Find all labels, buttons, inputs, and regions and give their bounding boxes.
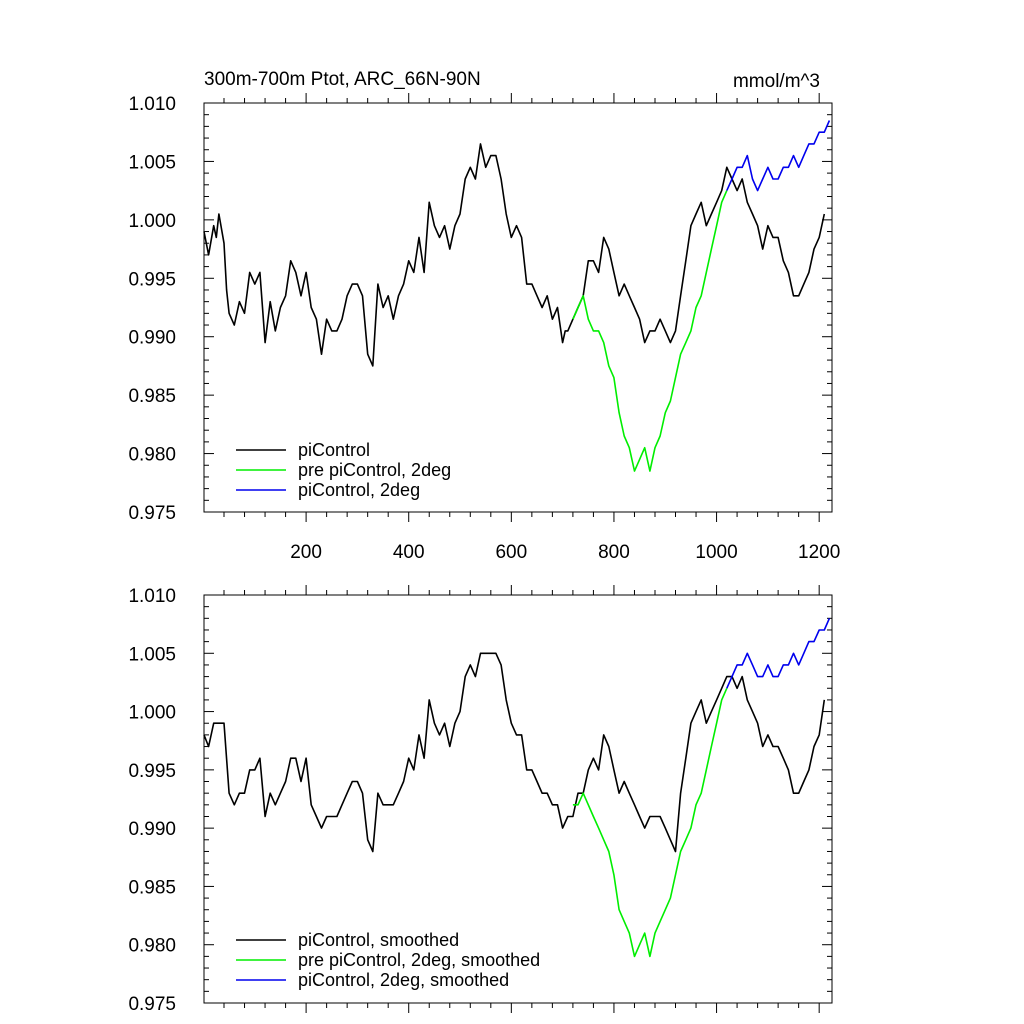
plot-frame [203,102,833,513]
y-tick-label: 0.990 [128,819,176,840]
series-line-3 [726,120,831,192]
x-tick-label: 400 [393,542,425,563]
series-line-1 [203,143,826,367]
plot-frame [203,594,833,1004]
legend-label: piControl [298,440,370,460]
legend-label: piControl, smoothed [298,930,459,950]
legend-label: piControl, 2deg [298,480,420,500]
y-tick-label: 0.975 [128,994,176,1015]
y-tick-label: 0.985 [128,877,176,898]
x-tick-label: 1200 [798,542,840,563]
y-tick-label: 0.990 [128,328,176,349]
y-tick-label: 0.980 [128,936,176,957]
series-line-2 [572,687,728,958]
legend-label: piControl, 2deg, smoothed [298,970,509,990]
top-chart-units: mmol/m^3 [733,71,820,92]
y-tick-label: 1.000 [128,703,176,724]
y-tick-label: 1.010 [128,94,176,115]
y-tick-label: 1.005 [128,644,176,665]
chart-panels: 0.975 0.980 0.985 0.990 0.995 1.000 1.005 1.010… [128,93,840,1015]
series-line-3 [726,617,831,689]
chart-panel-2: 0.975 0.980 0.985 0.990 0.995 1.000 1.005 1.010… [128,585,833,1015]
top-chart-title: 300m-700m Ptot, ARC_66N-90N [204,69,481,90]
y-tick-label: 1.000 [128,211,176,232]
legend-label: pre piControl, 2deg, smoothed [298,950,540,970]
y-tick-label: 1.010 [128,586,176,607]
x-tick-label: 800 [598,542,630,563]
y-tick-label: 0.975 [128,503,176,524]
series-line-2 [572,190,728,472]
chart-panel-1: 0.975 0.980 0.985 0.990 0.995 1.000 1.005 1.010… [128,93,840,563]
x-tick-label: 1000 [695,542,737,563]
y-tick-label: 0.995 [128,269,176,290]
y-tick-label: 0.985 [128,386,176,407]
x-tick-label: 600 [495,542,527,563]
y-tick-label: 0.980 [128,445,176,466]
x-tick-label: 200 [290,542,322,563]
series-line-1 [203,652,826,853]
legend-label: pre piControl, 2deg [298,460,451,480]
y-tick-label: 1.005 [128,152,176,173]
y-tick-label: 0.995 [128,761,176,782]
